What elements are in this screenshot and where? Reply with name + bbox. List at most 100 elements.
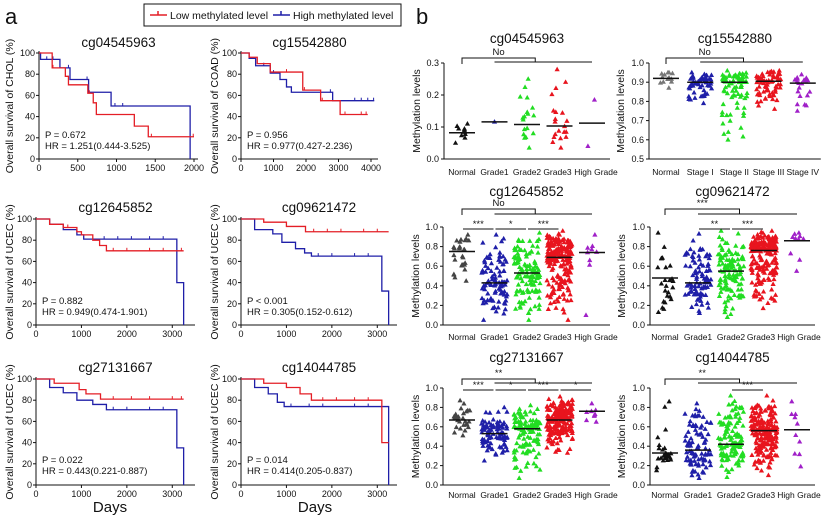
data-point <box>561 414 568 419</box>
km-panel: cg09621472 Overall survival of UCEC (%) 0 2… <box>209 200 397 340</box>
pair-significance: * <box>509 380 513 391</box>
data-point <box>767 412 774 418</box>
data-point <box>692 260 698 265</box>
data-point <box>736 75 742 81</box>
km-ylabel: Overall survival of UCEC (%) <box>209 364 221 499</box>
data-point <box>688 457 694 463</box>
km-ylabel: Overall survival of UCEC (%) <box>209 204 221 339</box>
scatter-title: cg09621472 <box>695 184 769 199</box>
data-point <box>546 263 552 269</box>
data-point <box>690 423 696 428</box>
data-point <box>567 405 573 411</box>
data-point <box>767 93 773 99</box>
data-point <box>754 86 760 92</box>
data-point <box>536 306 542 311</box>
data-point <box>727 249 733 254</box>
data-point <box>484 438 491 444</box>
data-point <box>526 250 532 256</box>
data-point <box>739 275 745 281</box>
data-point <box>554 66 560 72</box>
data-point <box>764 81 770 87</box>
km-xlabel-right: Days <box>298 499 332 516</box>
data-point <box>751 234 757 239</box>
data-point <box>521 429 528 435</box>
category-label: Stage IV <box>786 167 819 177</box>
data-point <box>729 435 735 440</box>
data-point <box>515 419 521 424</box>
category-label: Stage II <box>720 167 749 177</box>
data-point <box>740 423 746 428</box>
data-point <box>556 286 563 292</box>
data-point <box>724 67 730 73</box>
data-point <box>560 291 566 297</box>
data-point <box>479 269 485 275</box>
data-point <box>517 443 523 449</box>
data-point <box>555 446 561 452</box>
data-point <box>722 273 728 279</box>
data-point <box>756 240 762 246</box>
data-point <box>765 234 771 239</box>
data-point <box>772 434 778 439</box>
data-point <box>758 98 764 104</box>
data-point <box>514 243 521 249</box>
data-point <box>511 423 518 429</box>
category-label: Grade1 <box>480 332 509 342</box>
km-title: cg04545963 <box>81 35 155 50</box>
data-point <box>727 286 733 292</box>
data-point <box>767 459 773 465</box>
data-point <box>771 245 777 251</box>
y-tick-label: 0 <box>232 480 237 490</box>
scatter-panel: cg09621472 Methylation levels 0.0 0.2 0.4 0.6… <box>616 184 821 342</box>
category-label: Normal <box>651 332 679 342</box>
scatter-title: cg14044785 <box>695 350 769 365</box>
data-point <box>738 453 744 458</box>
data-point <box>729 407 735 413</box>
data-point <box>569 397 575 402</box>
data-point <box>773 438 780 444</box>
data-point <box>462 135 468 140</box>
data-point <box>526 310 532 315</box>
data-point <box>497 250 503 255</box>
y-tick-label: 0.0 <box>425 320 438 330</box>
data-point <box>770 414 776 419</box>
data-point <box>567 409 574 415</box>
data-point <box>485 265 491 271</box>
data-point <box>548 428 554 434</box>
data-point <box>790 234 796 240</box>
data-point <box>560 228 566 233</box>
y-tick-label: 1.0 <box>632 383 645 393</box>
y-tick-label: 0.2 <box>426 90 439 100</box>
data-point <box>688 442 694 448</box>
data-point <box>724 429 730 434</box>
data-point <box>738 92 745 98</box>
category-label: Grade2 <box>513 332 542 342</box>
data-point <box>707 267 713 273</box>
data-point <box>663 264 669 270</box>
data-point <box>726 72 733 77</box>
data-point <box>547 234 554 240</box>
data-point <box>735 261 741 267</box>
x-tick-label: 0 <box>238 329 243 339</box>
scatter-ylabel: Methylation levels <box>410 395 422 478</box>
x-tick-label: 0 <box>238 489 243 499</box>
x-tick-label: 4000 <box>361 163 381 173</box>
data-point <box>690 73 696 78</box>
data-point <box>757 460 763 465</box>
y-tick-label: 0 <box>27 480 32 490</box>
data-point <box>516 406 523 411</box>
data-point <box>737 264 743 269</box>
data-point <box>535 436 541 442</box>
data-point <box>522 409 528 414</box>
data-point <box>536 236 542 242</box>
x-tick-label: 1000 <box>71 329 91 339</box>
data-point <box>737 404 743 410</box>
data-point <box>705 431 711 437</box>
y-tick-label: 0.6 <box>425 422 438 432</box>
data-point <box>515 257 521 263</box>
data-point <box>757 281 763 286</box>
data-point <box>719 247 725 252</box>
data-point <box>756 83 762 89</box>
data-point <box>484 447 490 453</box>
data-point <box>563 246 569 252</box>
data-point <box>721 131 727 136</box>
